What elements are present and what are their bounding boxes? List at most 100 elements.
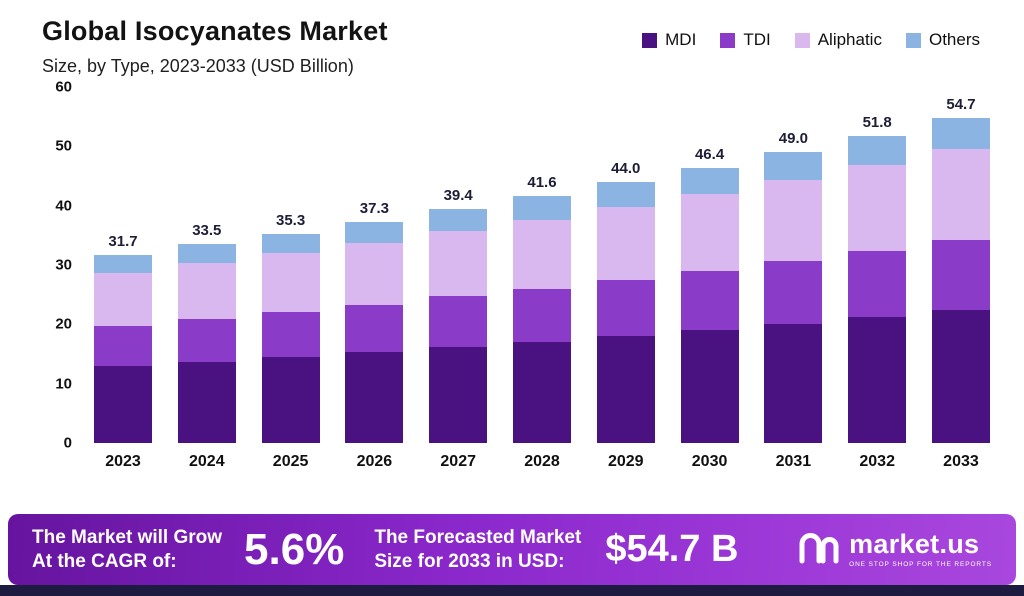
y-tick-60: 60 [55,78,72,96]
bar-segment-aliphatic-2026 [345,243,404,305]
x-label-2032: 2032 [859,453,895,470]
bar-segment-aliphatic-2033 [931,149,990,241]
legend-item-tdi: TDI [720,30,771,50]
total-label-2028: 41.6 [527,174,557,192]
bar-segment-mdi-2030 [680,330,739,443]
bar-segment-tdi-2028 [512,288,571,342]
forecast-value: $54.7 B [605,528,739,570]
cagr-label-line2: At the CAGR of: [32,550,177,572]
x-axis-labels: 2023 2024 2025 2026 2027 2028 2029 2030 2031 2032… [94,453,990,471]
bar-segment-others-2028 [512,196,571,220]
bar-group-2026: 37.3 [345,199,404,443]
bar-segment-mdi-2027 [429,346,488,443]
bar-group-2032: 51.8 [848,113,907,443]
bar-segment-mdi-2024 [177,361,236,443]
cagr-banner: The Market will Grow At the CAGR of: 5.6… [8,514,1016,585]
marketus-logo-icon [797,530,839,569]
bar-segment-tdi-2027 [429,296,488,347]
bar-segment-aliphatic-2028 [512,219,571,289]
bar-segment-mdi-2023 [94,365,152,443]
bar-stack-2027 [429,209,488,443]
bar-segment-mdi-2032 [848,317,907,443]
bar-segment-others-2025 [261,233,320,254]
x-label-2030: 2030 [691,453,728,470]
total-label-2029: 44.0 [611,159,641,177]
bar-group-2025: 35.3 [261,211,320,443]
bar-group-2030: 46.4 [680,145,739,443]
bar-group-2027: 39.4 [429,187,488,443]
legend-label: MDI [665,30,697,49]
brand-text: market.us ONE STOP SHOP FOR THE REPORTS [849,528,992,569]
bar-segment-aliphatic-2024 [177,263,236,319]
x-label-2033: 2033 [943,453,979,470]
total-label-2033: 54.7 [946,96,976,114]
bar-stack-2033 [931,118,990,443]
total-label-2026: 37.3 [359,199,389,217]
page-title: Global Isocyanates Market [42,16,388,46]
x-label-2023: 2023 [105,453,141,470]
bar-segment-mdi-2025 [261,356,320,443]
bar-segment-mdi-2026 [345,352,404,443]
y-tick-10: 10 [55,375,72,393]
bar-stack-2026 [345,221,404,443]
y-tick-40: 40 [55,197,72,215]
bar-segment-tdi-2029 [596,279,655,337]
header: Global Isocyanates Market Size, by Type,… [0,0,1024,77]
y-tick-50: 50 [55,137,72,155]
bar-group-2023: 31.7 [94,233,152,443]
forecast-label-line1: The Forecasted Market [374,526,582,548]
bar-segment-aliphatic-2025 [261,253,320,312]
total-label-2031: 49.0 [778,130,808,148]
bar-segment-others-2023 [94,254,152,273]
bar-segment-tdi-2031 [764,261,823,324]
total-label-2027: 39.4 [443,187,473,205]
cagr-label-line1: The Market will Grow [32,526,223,548]
plot-area: 0 10 20 30 40 50 60 31.7 33.5 35.3 37.3 39.4 41.6 44… [55,79,994,452]
bar-stack-2032 [848,135,907,443]
total-label-2025: 35.3 [275,211,306,229]
x-label-2031: 2031 [775,453,812,470]
y-tick-0: 0 [63,434,72,452]
bar-segment-tdi-2030 [680,270,739,331]
bar-segment-others-2024 [177,244,236,264]
bar-segment-mdi-2033 [931,310,990,443]
bar-stack-2028 [512,196,571,443]
legend-item-aliphatic: Aliphatic [794,30,882,50]
bar-group-2024: 33.5 [177,222,236,443]
bar-group-2029: 44.0 [596,159,655,443]
x-label-2028: 2028 [524,453,560,470]
bottom-strip [0,585,1024,596]
bar-stack-2031 [764,152,823,443]
bar-segment-aliphatic-2023 [94,272,152,326]
legend-item-others: Others [905,30,980,50]
legend-item-mdi: MDI [642,30,696,50]
title-block: Global Isocyanates Market Size, by Type,… [42,16,388,77]
bar-segment-aliphatic-2027 [429,231,488,297]
brand-name: market.us [849,528,980,559]
x-label-2026: 2026 [356,453,393,470]
bar-segment-tdi-2023 [94,325,152,366]
x-label-2024: 2024 [189,453,225,470]
bar-segment-tdi-2032 [848,251,907,318]
forecast-label-line2: Size for 2033 in USD: [374,550,565,572]
y-tick-20: 20 [55,315,72,333]
bar-segment-mdi-2031 [764,323,823,443]
bar-segment-tdi-2033 [931,240,990,311]
bar-stack-2030 [680,167,739,443]
bar-stack-2023 [94,254,152,443]
total-label-2023: 31.7 [108,232,138,250]
total-label-2032: 51.8 [862,113,892,131]
bar-segment-others-2031 [764,152,823,181]
page-subtitle: Size, by Type, 2023-2033 (USD Billion) [42,56,354,76]
bar-group-2033: 54.7 [931,96,990,443]
bar-segment-others-2026 [345,221,404,244]
forecast-label: The Forecasted Market Size for 2033 in U… [374,526,581,574]
total-label-2030: 46.4 [694,145,725,163]
legend-swatch-aliphatic [794,32,810,48]
legend-swatch-others [905,32,921,48]
bar-segment-aliphatic-2030 [680,193,739,271]
bar-segment-mdi-2028 [512,341,571,443]
bar-group-2028: 41.6 [512,174,571,443]
x-label-2025: 2025 [272,453,309,470]
bar-segment-tdi-2024 [177,319,236,362]
